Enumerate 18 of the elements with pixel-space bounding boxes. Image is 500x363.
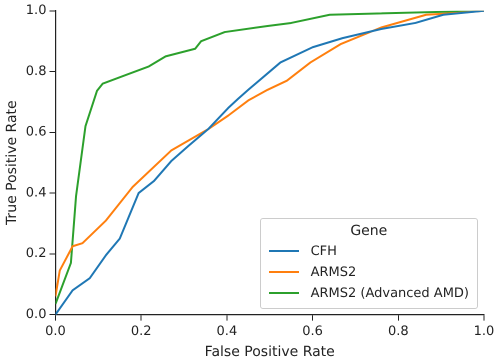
x-tick-label: 1.0 (474, 324, 494, 339)
y-tick-label: 0.4 (26, 185, 46, 200)
x-tick-label: 0.2 (130, 324, 152, 339)
x-tick-label: 0.4 (216, 324, 238, 339)
legend-label: ARMS2 (Advanced AMD) (310, 286, 469, 301)
legend-title: Gene (349, 222, 388, 239)
legend-label: ARMS2 (310, 264, 356, 280)
y-tick-label: 0.0 (26, 306, 46, 322)
y-tick-label: 0.8 (26, 64, 46, 79)
legend-label: CFH (310, 244, 337, 259)
x-axis-title: False Positive Rate (204, 344, 335, 360)
x-tick-label: 0.6 (302, 324, 323, 339)
y-tick-label: 0.2 (26, 246, 46, 262)
x-tick-label: 0.0 (45, 324, 66, 339)
y-tick-label: 0.6 (26, 124, 46, 140)
y-tick-label: 1.0 (26, 3, 46, 18)
y-axis-title: True Positive Rate (4, 100, 20, 226)
x-tick-label: 0.8 (388, 324, 409, 339)
